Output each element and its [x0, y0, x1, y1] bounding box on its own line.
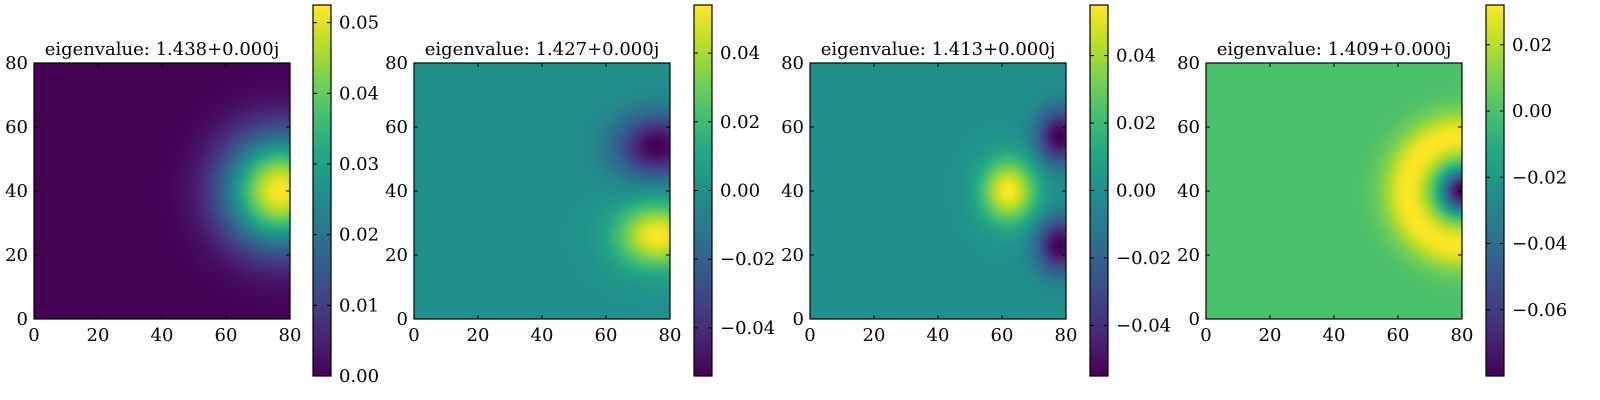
x-tick-label: 0	[408, 325, 419, 346]
y-tick-label: 20	[5, 245, 28, 266]
chart-title: eigenvalue: 1.413+0.000j	[821, 39, 1056, 60]
y-tick-label: 20	[1177, 245, 1200, 266]
x-tick-label: 80	[1055, 325, 1078, 346]
x-tick-label: 80	[659, 325, 682, 346]
y-tick-label: 0	[397, 309, 408, 330]
x-tick-label: 60	[991, 325, 1014, 346]
y-tick-label: 0	[17, 309, 28, 330]
x-tick-label: 0	[1200, 325, 1211, 346]
colorbar-tick-label: 0.02	[720, 112, 760, 133]
chart-panel-1: eigenvalue: 1.438+0.000j 0 20 40 60 80 0 20 40 60…	[5, 4, 379, 387]
x-tick-label: 20	[863, 325, 886, 346]
colorbar-tick-label: 0.02	[1116, 113, 1156, 134]
y-tick-label: 60	[781, 117, 804, 138]
y-tick-label: 60	[385, 117, 408, 138]
y-tick-label: 80	[1177, 53, 1200, 74]
heatmap-image	[414, 63, 670, 319]
colorbar-tick-label: −0.04	[1512, 234, 1567, 255]
y-tick-label: 40	[385, 181, 408, 202]
colorbar-tick-label: 0.00	[1512, 101, 1552, 122]
colorbar-tick-label: 0.05	[339, 13, 379, 34]
y-tick-label: 40	[5, 181, 28, 202]
heatmap-image	[34, 63, 290, 319]
colorbar-tick-label: 0.00	[339, 366, 379, 387]
x-tick-label: 20	[1259, 325, 1282, 346]
heatmap-image	[1206, 63, 1462, 319]
chart-title: eigenvalue: 1.409+0.000j	[1217, 39, 1452, 60]
colorbar-tick-label: 0.02	[1512, 35, 1552, 56]
y-tick-label: 40	[1177, 181, 1200, 202]
y-tick-label: 0	[1189, 309, 1200, 330]
chart-panel-4: eigenvalue: 1.409+0.000j 0 20 40 60 80 0 20 40 60…	[1177, 4, 1567, 377]
panels: eigenvalue: 1.438+0.000j 0 20 40 60 80 0 20 40 60…	[5, 4, 1567, 387]
colorbar-tick-label: 0.02	[339, 225, 379, 246]
x-tick-label: 40	[1323, 325, 1346, 346]
colorbar-tick-label: 0.04	[1116, 46, 1156, 67]
x-tick-label: 40	[927, 325, 950, 346]
heatmap-image	[810, 63, 1066, 319]
colorbar	[1485, 4, 1505, 377]
x-tick-label: 80	[279, 325, 302, 346]
colorbar-tick-label: 0.04	[339, 83, 379, 104]
x-tick-label: 20	[87, 325, 110, 346]
colorbar-tick-label: −0.02	[1116, 248, 1171, 269]
y-tick-label: 60	[5, 117, 28, 138]
x-tick-label: 20	[467, 325, 490, 346]
y-tick-label: 20	[781, 245, 804, 266]
colorbar-tick-label: −0.02	[720, 249, 775, 270]
x-tick-label: 60	[595, 325, 618, 346]
y-tick-label: 80	[781, 53, 804, 74]
colorbar-tick-label: 0.01	[339, 295, 379, 316]
colorbar-tick-label: −0.02	[1512, 167, 1567, 188]
chart-panel-2: eigenvalue: 1.427+0.000j 0 20 40 60 80 0 20 40 60…	[385, 4, 775, 377]
x-tick-label: 0	[28, 325, 39, 346]
y-tick-label: 0	[793, 309, 804, 330]
colorbar-tick-label: −0.04	[1116, 315, 1171, 336]
x-tick-label: 0	[804, 325, 815, 346]
y-tick-label: 20	[385, 245, 408, 266]
colorbar-tick-label: −0.04	[720, 318, 775, 339]
colorbar	[312, 4, 332, 377]
x-tick-label: 80	[1451, 325, 1474, 346]
colorbar-tick-label: 0.00	[720, 181, 760, 202]
x-tick-label: 60	[215, 325, 238, 346]
chart-title: eigenvalue: 1.438+0.000j	[45, 39, 280, 60]
colorbar-tick-label: 0.03	[339, 154, 379, 175]
chart-panel-3: eigenvalue: 1.413+0.000j 0 20 40 60 80 0 20 40 60…	[781, 4, 1171, 377]
y-tick-label: 60	[1177, 117, 1200, 138]
x-tick-label: 40	[531, 325, 554, 346]
x-tick-label: 40	[151, 325, 174, 346]
x-tick-label: 60	[1387, 325, 1410, 346]
y-tick-label: 40	[781, 181, 804, 202]
y-tick-label: 80	[385, 53, 408, 74]
colorbar-tick-label: −0.06	[1512, 300, 1567, 321]
chart-title: eigenvalue: 1.427+0.000j	[425, 39, 660, 60]
y-tick-label: 80	[5, 53, 28, 74]
colorbar-tick-label: 0.04	[720, 43, 760, 64]
colorbar-tick-label: 0.00	[1116, 181, 1156, 202]
